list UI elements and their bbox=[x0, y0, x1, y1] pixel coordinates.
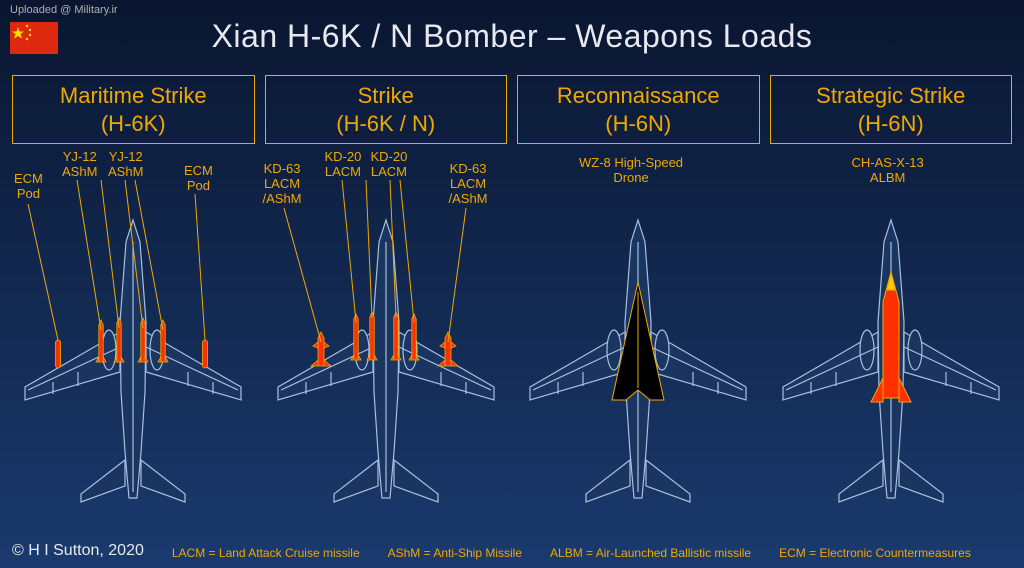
plane-diagram bbox=[517, 212, 760, 512]
weapon-label: KD-20LACM bbox=[325, 150, 362, 180]
legend-ecm: ECM = Electronic Countermeasures bbox=[779, 546, 971, 560]
panel-subtitle: (H-6N) bbox=[858, 111, 924, 136]
config-panel: Strategic Strike (H-6N) CH-AS-X-13ALBM bbox=[770, 75, 1013, 512]
weapon-label: KD-20LACM bbox=[371, 150, 408, 180]
config-panel: Reconnaissance (H-6N) WZ-8 High-SpeedDrone bbox=[517, 75, 760, 512]
weapon-label: ECMPod bbox=[184, 164, 213, 194]
panel-subtitle: (H-6N) bbox=[605, 111, 671, 136]
config-panel: Strike(H-6K / N)KD-63LACM/AShMKD-20LACMK… bbox=[265, 75, 508, 512]
footer: © H I Sutton, 2020 LACM = Land Attack Cr… bbox=[12, 542, 1012, 560]
weapon-label: YJ-12AShM bbox=[108, 150, 143, 180]
weapon-labels: KD-63LACM/AShM KD-20LACM KD-20LACM KD-63LAC… bbox=[265, 150, 508, 212]
panel-subtitle: (H-6K / N) bbox=[336, 111, 435, 136]
panel-title: Maritime Strike bbox=[60, 83, 207, 108]
watermark: Uploaded @ Military.ir bbox=[10, 4, 118, 16]
panel-title: Reconnaissance bbox=[557, 83, 720, 108]
weapon-label: WZ-8 High-SpeedDrone bbox=[579, 156, 683, 186]
legend-ashm: AShM = Anti-Ship Missile bbox=[388, 546, 522, 560]
weapon-label: KD-63LACM/AShM bbox=[449, 162, 488, 207]
page-title: Xian H-6K / N Bomber – Weapons Loads bbox=[0, 18, 1024, 55]
panel-subtitle: (H-6K) bbox=[101, 111, 166, 136]
plane-diagram bbox=[12, 212, 255, 512]
plane-diagram bbox=[770, 212, 1013, 512]
config-panel: Maritime Strike (H-6K) ECMPod YJ-12AShM YJ-1… bbox=[12, 75, 255, 512]
copyright: © H I Sutton, 2020 bbox=[12, 542, 144, 560]
weapon-label: KD-63LACM/AShM bbox=[263, 162, 302, 207]
weapon-labels: CH-AS-X-13ALBM bbox=[770, 150, 1013, 212]
panel-header: Reconnaissance (H-6N) bbox=[517, 75, 760, 144]
plane-diagram bbox=[265, 212, 508, 512]
legend-lacm: LACM = Land Attack Cruise missile bbox=[172, 546, 360, 560]
weapon-label: ECMPod bbox=[14, 172, 43, 202]
legend-albm: ALBM = Air-Launched Ballistic missile bbox=[550, 546, 751, 560]
panel-header: Maritime Strike (H-6K) bbox=[12, 75, 255, 144]
panel-header: Strategic Strike (H-6N) bbox=[770, 75, 1013, 144]
weapon-label: YJ-12AShM bbox=[62, 150, 97, 180]
panels-row: Maritime Strike (H-6K) ECMPod YJ-12AShM YJ-1… bbox=[12, 75, 1012, 512]
panel-title: Strategic Strike bbox=[816, 83, 965, 108]
panel-header: Strike (H-6K / N) bbox=[265, 75, 508, 144]
weapon-labels: WZ-8 High-SpeedDrone bbox=[517, 150, 760, 212]
weapon-label: CH-AS-X-13ALBM bbox=[852, 156, 924, 186]
panel-title: Strike bbox=[358, 83, 414, 108]
weapon-labels: ECMPod YJ-12AShM YJ-12AShM ECMPod bbox=[12, 150, 255, 212]
